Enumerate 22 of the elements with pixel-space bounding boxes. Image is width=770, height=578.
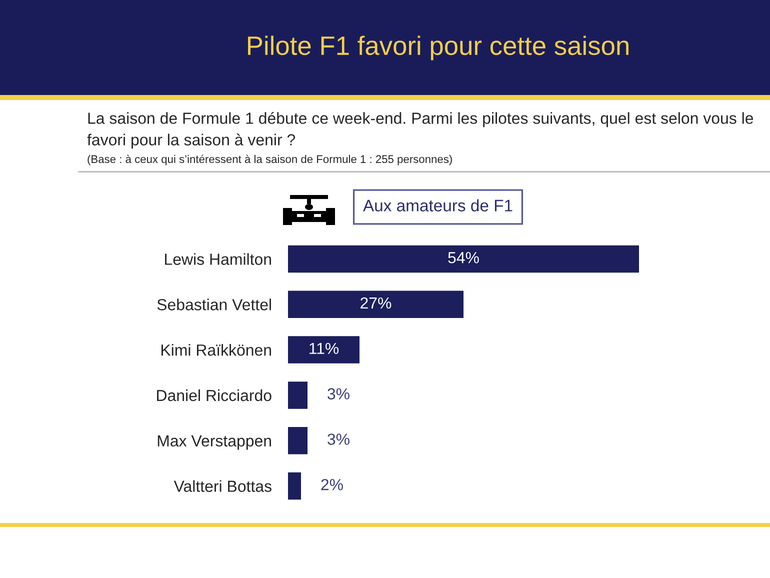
data-label: 3% [328,434,350,445]
bar [288,472,301,500]
data-label: 11% [310,342,339,354]
text: Aux amateurs de F1 [363,199,512,212]
chart-title: Pilote F1 favori pour cette saison [248,36,628,60]
data-label: 3% [328,388,350,400]
y-tick-label: Kimi Raïkkönen [161,344,271,356]
data-label: 27% [360,297,392,309]
bar [288,290,464,318]
bar [288,426,308,454]
bar [288,245,639,273]
y-tick-label: Lewis Hamilton [165,253,271,265]
data-label: 2% [321,478,343,490]
chart-subtitle: La saison de Formule 1 débute ce week-end. Parmi les pilotes suivants, quel est selon vous le favori pour la saison à venir ? [87,112,754,149]
bar [288,336,360,364]
bar [288,382,308,409]
data-label: 54% [448,252,479,264]
y-tick-label: Max Verstappen [158,435,271,450]
y-tick-label: Daniel Ricciardo [157,389,272,402]
text: (Base : à ceux qui s’intéressent à la saison de Formule 1 : 255 personnes) [88,154,452,166]
y-tick-label: Valtteri Bottas [174,480,272,492]
y-tick-label: Sebastian Vettel [157,298,271,310]
